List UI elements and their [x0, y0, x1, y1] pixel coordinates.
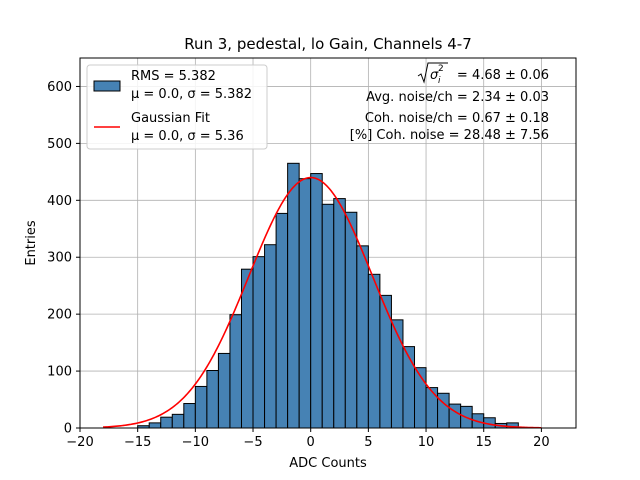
y-tick-label: 200 — [47, 308, 72, 323]
histogram-bar — [275, 212, 289, 429]
x-tick-label: 10 — [418, 435, 435, 450]
histogram-bar — [310, 173, 323, 429]
legend-histogram-swatch — [93, 80, 121, 92]
chart-title: Run 3, pedestal, lo Gain, Channels 4-7 — [184, 35, 472, 53]
y-tick-label: 600 — [47, 80, 72, 95]
legend-fit-params: μ = 0.0, σ = 5.36 — [131, 129, 244, 144]
sigma-symbol: σ — [430, 68, 439, 83]
pct-coh-noise-annotation: [%] Coh. noise = 28.48 ± 7.56 — [350, 128, 549, 143]
histogram-bar — [321, 203, 335, 429]
y-axis-label: Entries — [24, 220, 39, 266]
legend: RMS = 5.382 μ = 0.0, σ = 5.382 Gaussian … — [86, 64, 268, 150]
x-tick-label: 20 — [533, 435, 550, 450]
sigma-annotation: σ i 2 = 4.68 ± 0.06 — [417, 62, 549, 86]
histogram-bar — [252, 256, 266, 429]
histogram-bars — [137, 162, 519, 429]
y-tick-label: 500 — [47, 137, 72, 152]
histogram-bar — [298, 178, 312, 429]
histogram-bar — [206, 370, 219, 429]
x-tick-label: −10 — [182, 435, 209, 450]
histogram-bar — [240, 268, 254, 429]
histogram-bar — [183, 403, 196, 429]
histogram-bar — [148, 422, 162, 429]
histogram-bar — [344, 211, 358, 429]
histogram-bar — [264, 244, 277, 429]
histogram-bar — [333, 198, 346, 429]
x-tick-label: −15 — [124, 435, 151, 450]
histogram-bar — [448, 403, 462, 429]
sigma-subscript: i — [438, 76, 441, 86]
x-axis-label: ADC Counts — [289, 456, 367, 471]
histogram-bar — [356, 245, 369, 429]
gaussian-fit — [103, 176, 542, 429]
sigma-total-value: = 4.68 ± 0.06 — [453, 68, 549, 83]
x-tick-label: 5 — [364, 435, 372, 450]
histogram-bar — [425, 387, 439, 429]
histogram-bar — [217, 352, 231, 429]
histogram-bar — [171, 413, 185, 429]
histogram-bar — [160, 416, 173, 429]
y-tick-label: 0 — [64, 422, 72, 437]
avg-noise-annotation: Avg. noise/ch = 2.34 ± 0.03 — [366, 90, 549, 105]
x-tick-label: −20 — [66, 435, 93, 450]
legend-rms-label: RMS = 5.382 — [131, 69, 216, 84]
histogram-bar — [287, 162, 300, 429]
x-tick-label: 0 — [307, 435, 315, 450]
sqrt-sign — [417, 62, 448, 84]
coh-noise-annotation: Coh. noise/ch = 0.67 ± 0.18 — [365, 111, 549, 126]
legend-box — [86, 64, 268, 150]
x-axis-ticks: −20 −15 −10 −5 0 5 10 15 20 — [66, 428, 550, 450]
histogram-bar — [402, 346, 416, 429]
sigma-superscript: 2 — [438, 64, 444, 74]
x-tick-label: 15 — [475, 435, 492, 450]
legend-fit-label: Gaussian Fit — [131, 111, 210, 126]
y-axis-ticks: 0 100 200 300 400 500 600 — [47, 80, 80, 437]
histogram-bar — [194, 385, 208, 429]
histogram-bar — [379, 294, 392, 429]
plot-frame — [79, 57, 577, 429]
y-tick-label: 400 — [47, 194, 72, 209]
gaussian-fit-curve — [103, 176, 542, 429]
x-tick-label: −5 — [243, 435, 262, 450]
y-tick-label: 300 — [47, 251, 72, 266]
y-tick-label: 100 — [47, 365, 72, 380]
histogram-bar — [390, 319, 404, 429]
histogram-bar — [229, 314, 242, 429]
legend-rms-params: μ = 0.0, σ = 5.382 — [131, 87, 252, 102]
histogram-bar — [367, 273, 381, 429]
